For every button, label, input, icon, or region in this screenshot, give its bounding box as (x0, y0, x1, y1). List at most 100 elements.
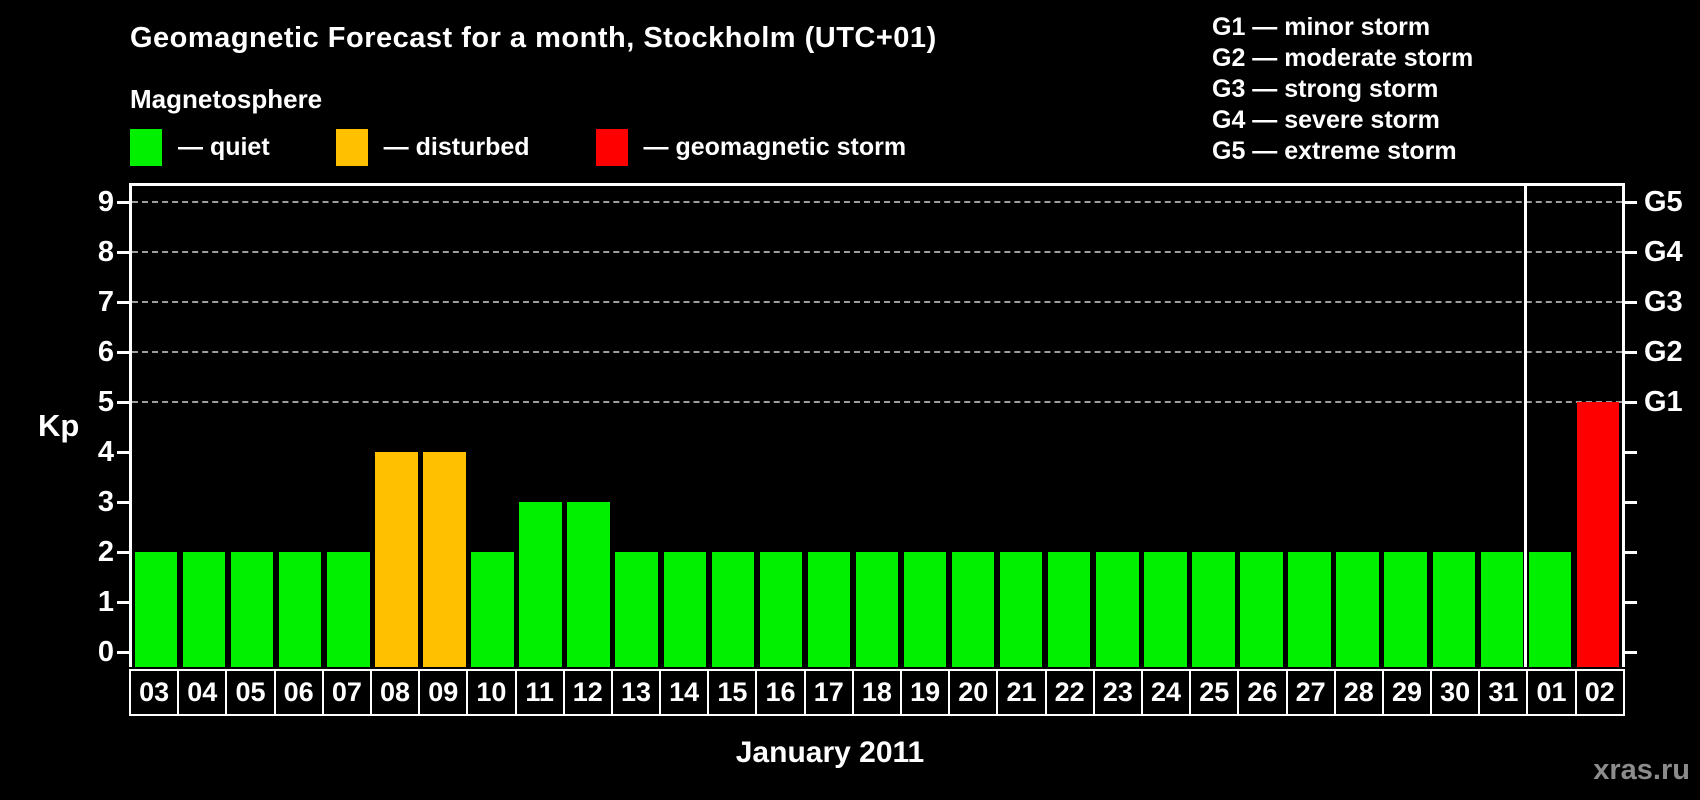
kp-bar-day-08 (375, 452, 418, 667)
x-axis-day-label: 28 (1333, 669, 1384, 716)
x-axis-day-label: 02 (1574, 669, 1625, 716)
x-axis-day-label: 29 (1381, 669, 1433, 716)
kp-bar-day-13 (615, 552, 658, 667)
kp-bar-day-04 (182, 552, 226, 667)
x-axis-day-label: 20 (948, 669, 999, 716)
x-axis-day-label: 03 (129, 669, 180, 716)
y-axis-tick-label: 3 (97, 486, 114, 518)
g-scale-label-g1: G1 (1644, 386, 1683, 418)
kp-bar-day-31 (1480, 552, 1524, 667)
kp-bar-day-16 (759, 552, 803, 667)
y-axis-tick (117, 601, 129, 604)
disturbed-color-swatch (335, 128, 368, 166)
y-axis-tick-label: 4 (97, 436, 114, 468)
right-axis-tick (1625, 351, 1637, 354)
gridline-kp-5 (132, 401, 1622, 403)
y-axis-tick (117, 301, 129, 304)
right-axis-tick (1625, 551, 1637, 554)
y-axis-tick-label: 2 (97, 536, 114, 568)
x-axis-day-label: 27 (1285, 669, 1336, 716)
x-axis-day-label: 06 (273, 669, 324, 716)
kp-bar-day-02 (1576, 402, 1620, 667)
kp-bar-day-06 (278, 552, 322, 667)
x-axis-day-label: 16 (755, 669, 806, 716)
y-axis-tick (117, 651, 129, 654)
storm-scale-item-g1: G1 — minor storm (1212, 13, 1431, 41)
x-axis-day-label: 19 (900, 669, 951, 716)
storm-scale-item-g5: G5 — extreme storm (1212, 137, 1457, 165)
right-axis-tick (1625, 601, 1637, 604)
right-axis-tick (1625, 301, 1637, 304)
gridline-kp-8 (132, 251, 1622, 253)
chart-title: Geomagnetic Forecast for a month, Stockh… (130, 22, 937, 54)
storm-scale-item-g3: G3 — strong storm (1212, 75, 1439, 103)
plot-inner: 0 1 2 3 4 5 6 7 8 9 G1 G2 G3 G4 G5 (98, 186, 1683, 668)
x-axis-day-label: 12 (562, 669, 613, 716)
kp-bar-day-28 (1336, 552, 1379, 667)
legend-item-quiet: — quiet (130, 128, 270, 166)
kp-bar-day-27 (1288, 552, 1331, 667)
x-axis-day-label: 30 (1430, 669, 1481, 716)
y-axis-tick-label: 5 (97, 386, 114, 418)
storm-scale-item-g2: G2 — moderate storm (1212, 44, 1474, 72)
x-axis-day-label: 08 (369, 669, 421, 716)
storm-color-swatch (595, 128, 628, 166)
legend-item-label: — geomagnetic storm (643, 132, 907, 161)
kp-bar-day-20 (951, 552, 995, 667)
kp-bar-day-30 (1432, 552, 1475, 667)
kp-bar-day-09 (423, 452, 466, 667)
kp-bar-day-10 (471, 552, 514, 667)
g-scale-label-g5: G5 (1644, 186, 1683, 218)
x-axis-day-label: 25 (1189, 669, 1240, 716)
site-watermark: xras.ru (1593, 754, 1690, 786)
x-axis-day-label: 31 (1478, 669, 1529, 716)
g-scale-label-g3: G3 (1644, 286, 1683, 318)
legend-item-label: — disturbed (383, 132, 530, 161)
magnetosphere-label: Magnetosphere (130, 84, 323, 114)
x-axis-day-label: 07 (321, 669, 372, 716)
right-axis-tick (1625, 251, 1637, 254)
x-axis-day-label: 05 (225, 669, 276, 716)
kp-bar-day-24 (1144, 552, 1187, 667)
kp-bar-day-29 (1384, 552, 1427, 667)
gridline-kp-6 (132, 351, 1622, 353)
y-axis-tick (117, 401, 129, 404)
kp-bar-day-18 (855, 552, 899, 667)
kp-bar-day-11 (519, 502, 562, 667)
legend-item-label: — quiet (178, 132, 270, 161)
right-axis-tick (1625, 651, 1637, 654)
x-axis-day-label: 15 (707, 669, 758, 716)
y-axis-tick-label: 6 (97, 336, 114, 368)
kp-bar-day-21 (999, 552, 1043, 667)
x-axis-day-label: 21 (996, 669, 1047, 716)
kp-bar-day-25 (1192, 552, 1235, 667)
kp-bar-day-05 (230, 552, 274, 667)
g-scale-label-g4: G4 (1644, 236, 1683, 268)
kp-bar-day-19 (903, 552, 947, 667)
storm-scale-legend: G1 — minor storm G2 — moderate storm G3 … (1212, 12, 1473, 167)
y-axis-tick (117, 551, 129, 554)
kp-bar-day-01 (1528, 552, 1572, 667)
x-axis-day-label: 13 (610, 669, 662, 716)
x-axis-day-label: 04 (177, 669, 228, 716)
y-axis-tick-label: 9 (97, 186, 114, 218)
y-axis-tick (117, 501, 129, 504)
legend-item-disturbed: — disturbed (335, 128, 530, 166)
x-axis-day-label: 11 (514, 669, 565, 716)
plot-area: 0 1 2 3 4 5 6 7 8 9 G1 G2 G3 G4 G5 (98, 183, 1683, 668)
kp-bar-day-17 (807, 552, 851, 667)
x-axis-day-label: 10 (466, 669, 517, 716)
kp-bar-day-03 (134, 552, 178, 667)
right-axis-tick (1625, 501, 1637, 504)
kp-bar-day-12 (567, 502, 610, 667)
x-axis-day-label: 14 (659, 669, 710, 716)
magnetosphere-legend: — quiet — disturbed — geomagnetic storm (130, 126, 972, 168)
kp-bar-day-07 (327, 552, 370, 667)
kp-bar-day-15 (711, 552, 755, 667)
storm-scale-item-g4: G4 — severe storm (1212, 106, 1440, 134)
right-axis-tick (1625, 401, 1637, 404)
x-axis-day-label: 24 (1140, 669, 1192, 716)
y-axis-tick-label: 8 (97, 236, 114, 268)
right-axis-tick (1625, 451, 1637, 454)
quiet-color-swatch (130, 128, 162, 166)
